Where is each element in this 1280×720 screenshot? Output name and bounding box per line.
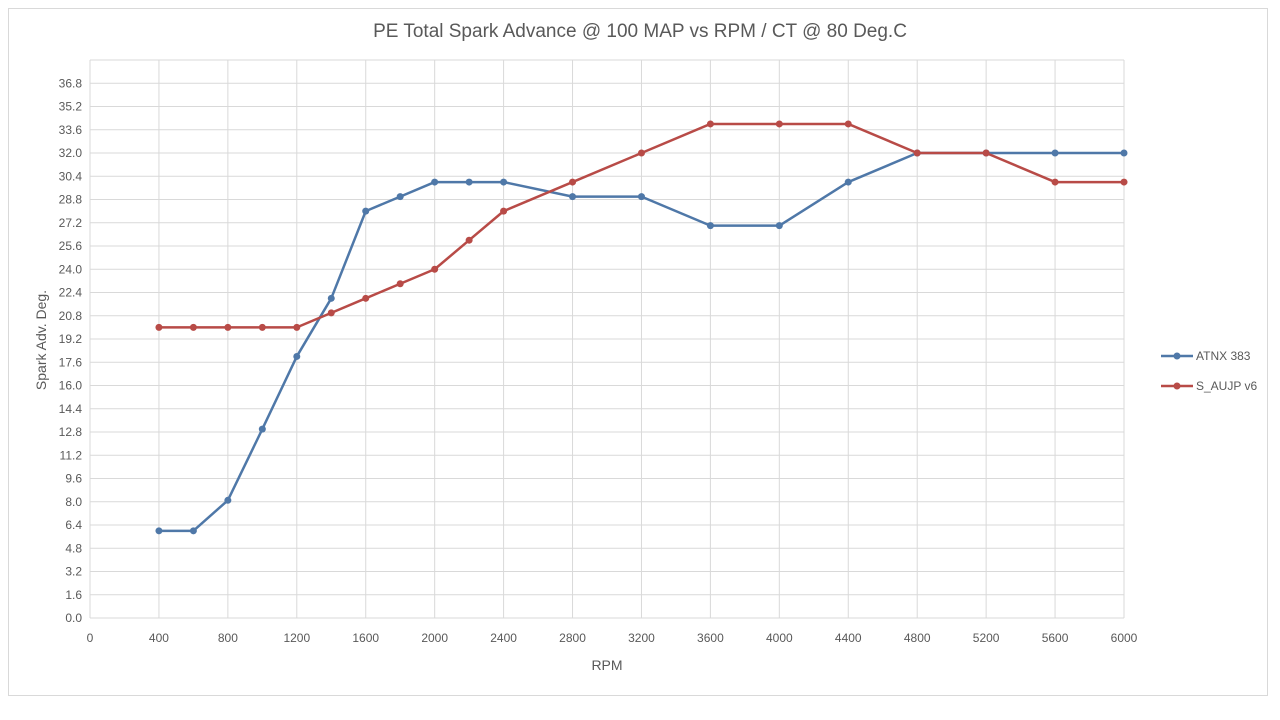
series-lines — [155, 120, 1128, 535]
data-point — [637, 193, 645, 201]
y-tick-label: 32.0 — [59, 146, 83, 160]
legend-marker — [1173, 382, 1181, 390]
legend-marker — [1173, 352, 1181, 360]
data-point — [258, 323, 266, 331]
data-point — [1120, 178, 1128, 186]
y-tick-label: 25.6 — [59, 239, 83, 253]
data-point — [844, 178, 852, 186]
x-tick-label: 5200 — [973, 631, 1000, 645]
x-tick-label: 1200 — [283, 631, 310, 645]
data-point — [500, 207, 508, 215]
y-axis-label: Spark Adv. Deg. — [33, 290, 49, 390]
x-tick-label: 2000 — [421, 631, 448, 645]
y-tick-label: 24.0 — [59, 262, 83, 276]
x-tick-label: 2400 — [490, 631, 517, 645]
data-point — [775, 222, 783, 230]
x-tick-label: 3600 — [697, 631, 724, 645]
y-axis-ticks: 0.0 1.6 3.2 4.8 6.4 8.0 9.6 11.2 12.8 14.4 16.0 17.… — [59, 76, 83, 625]
data-point — [431, 265, 439, 273]
data-point — [844, 120, 852, 128]
y-tick-label: 16.0 — [59, 379, 83, 393]
data-point — [362, 207, 370, 215]
data-point — [327, 309, 335, 317]
x-tick-label: 400 — [149, 631, 169, 645]
y-tick-label: 35.2 — [59, 100, 83, 114]
data-point — [396, 280, 404, 288]
data-point — [155, 527, 163, 535]
y-tick-label: 14.4 — [59, 402, 83, 416]
data-point — [396, 193, 404, 201]
chart-title: PE Total Spark Advance @ 100 MAP vs RPM … — [373, 21, 907, 42]
y-tick-label: 30.4 — [59, 169, 83, 183]
x-tick-label: 4800 — [904, 631, 931, 645]
x-tick-label: 1600 — [352, 631, 379, 645]
y-tick-label: 28.8 — [59, 193, 83, 207]
y-tick-label: 19.2 — [59, 332, 83, 346]
x-tick-label: 5600 — [1042, 631, 1069, 645]
y-tick-label: 8.0 — [65, 495, 82, 509]
x-axis-label: RPM — [591, 657, 622, 673]
data-point — [775, 120, 783, 128]
data-point — [258, 425, 266, 433]
series-line-0 — [158, 151, 1124, 533]
data-point — [431, 178, 439, 186]
legend: ATNX 383 S_AUJP v6 — [1161, 349, 1257, 393]
data-point — [637, 149, 645, 157]
x-axis-ticks: 0 400 800 1200 1600 2000 2400 2800 3200 3600 4000 4… — [87, 631, 1138, 645]
data-point — [913, 149, 921, 157]
y-tick-label: 22.4 — [59, 286, 83, 300]
data-point — [155, 323, 163, 331]
data-point — [500, 178, 508, 186]
y-tick-label: 20.8 — [59, 309, 83, 323]
data-point — [1120, 149, 1128, 157]
x-tick-label: 4400 — [835, 631, 862, 645]
y-tick-label: 1.6 — [65, 588, 82, 602]
data-point — [706, 222, 714, 230]
data-point — [465, 236, 473, 244]
gridlines — [89, 59, 1125, 619]
x-tick-label: 6000 — [1111, 631, 1138, 645]
data-point — [327, 294, 335, 302]
x-tick-label: 3200 — [628, 631, 655, 645]
data-point — [1051, 149, 1059, 157]
data-point — [362, 294, 370, 302]
y-tick-label: 4.8 — [65, 541, 82, 555]
chart-frame — [8, 8, 1268, 696]
data-point — [706, 120, 714, 128]
data-point — [224, 496, 232, 504]
x-tick-label: 2800 — [559, 631, 586, 645]
y-tick-label: 9.6 — [65, 472, 82, 486]
y-tick-label: 17.6 — [59, 355, 83, 369]
y-tick-label: 12.8 — [59, 425, 83, 439]
x-tick-label: 800 — [218, 631, 238, 645]
data-point — [465, 178, 473, 186]
data-point — [1051, 178, 1059, 186]
y-tick-label: 6.4 — [65, 518, 82, 532]
data-point — [982, 149, 990, 157]
data-point — [569, 178, 577, 186]
y-tick-label: 27.2 — [59, 216, 83, 230]
data-point — [293, 323, 301, 331]
x-tick-label: 4000 — [766, 631, 793, 645]
data-point — [189, 323, 197, 331]
data-point — [224, 323, 232, 331]
y-tick-label: 11.2 — [60, 448, 83, 462]
legend-label: S_AUJP v6 — [1196, 379, 1257, 393]
y-tick-label: 0.0 — [65, 611, 82, 625]
y-tick-label: 36.8 — [59, 76, 83, 90]
legend-label: ATNX 383 — [1196, 349, 1251, 363]
data-point — [189, 527, 197, 535]
y-tick-label: 33.6 — [59, 123, 83, 137]
data-point — [293, 352, 301, 360]
x-tick-label: 0 — [87, 631, 94, 645]
series-line-1 — [158, 122, 1124, 329]
y-tick-label: 3.2 — [65, 565, 82, 579]
data-point — [569, 193, 577, 201]
